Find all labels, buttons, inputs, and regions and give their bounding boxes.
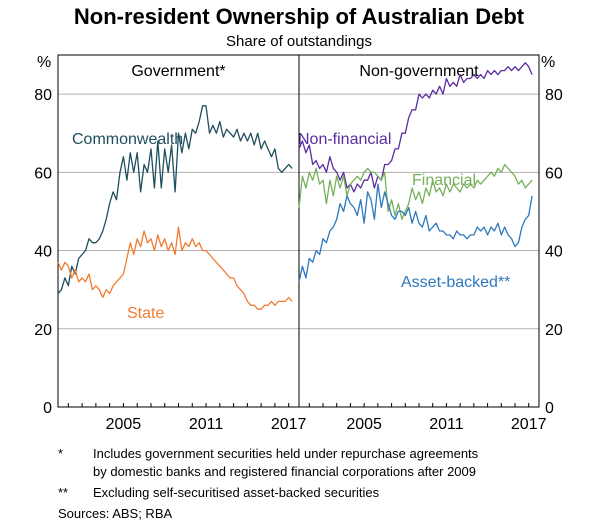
y-tick-label-right: 80 (545, 87, 563, 104)
series-line (298, 62, 533, 193)
y-tick-label-left: 80 (34, 87, 52, 104)
series-label: State (127, 305, 164, 322)
x-tick-label: 2005 (346, 416, 382, 433)
x-tick-label: 2005 (106, 416, 142, 433)
x-tick-label: 2017 (271, 416, 307, 433)
series-label: Commonwealth (72, 131, 183, 148)
series-line (57, 226, 293, 310)
y-tick-label-left: 20 (34, 322, 52, 339)
y-unit-left: % (37, 54, 51, 71)
y-tick-label-right: 60 (545, 165, 563, 182)
panel-title: Government* (131, 63, 225, 80)
series-line (57, 105, 293, 295)
series-label: Financial (412, 172, 476, 189)
series-label: Asset-backed** (401, 274, 510, 291)
x-tick-label: 2011 (189, 416, 224, 433)
y-tick-label-left: 60 (34, 165, 52, 182)
x-tick-label: 2011 (429, 416, 464, 433)
y-tick-label-right: 0 (545, 400, 554, 417)
y-tick-label-left: 40 (34, 244, 52, 261)
series-label: Non-financial (298, 131, 391, 148)
panel-title: Non-government (359, 63, 479, 80)
series-line (298, 163, 533, 220)
series-line (298, 183, 533, 282)
chart-subtitle: Share of outstandings (226, 33, 372, 50)
y-tick-label-right: 20 (545, 322, 563, 339)
x-tick-label: 2017 (511, 416, 547, 433)
y-tick-label-right: 40 (545, 244, 563, 261)
y-unit-right: % (541, 54, 555, 71)
y-tick-label-left: 0 (43, 400, 52, 417)
chart-title: Non-resident Ownership of Australian Deb… (74, 4, 525, 29)
